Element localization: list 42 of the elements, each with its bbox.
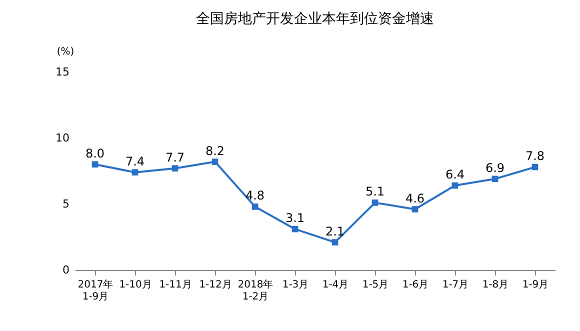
x-tick-label: 1-6月 bbox=[402, 280, 429, 290]
x-tick-label: 2017年 1-9月 bbox=[78, 278, 114, 302]
data-label: 4.8 bbox=[245, 188, 265, 203]
y-tick-label: 15 bbox=[56, 66, 70, 78]
data-label: 8.0 bbox=[85, 146, 105, 160]
point bbox=[452, 182, 458, 189]
x-tick-label: 2018年 1-2月 bbox=[238, 278, 274, 302]
data-label: 7.4 bbox=[125, 154, 145, 168]
x-tick-label: 1-4月 bbox=[322, 280, 349, 290]
y-tick-label: 10 bbox=[56, 132, 70, 144]
point bbox=[492, 176, 498, 182]
x-tick-label: 1-12月 bbox=[199, 280, 232, 290]
data-label: 5.1 bbox=[365, 184, 385, 199]
x-tick-label: 1-7月 bbox=[442, 280, 469, 290]
data-label: 2.1 bbox=[325, 224, 345, 238]
data-label: 7.7 bbox=[165, 150, 185, 164]
data-label: 4.6 bbox=[405, 191, 425, 206]
y-tick-label: 5 bbox=[62, 198, 70, 210]
x-tick-label: 1-10月 bbox=[119, 280, 152, 290]
x-tick-label: 1-3月 bbox=[282, 280, 309, 290]
point bbox=[332, 239, 338, 246]
data-label: 6.4 bbox=[445, 168, 465, 182]
y-axis-title: (%) bbox=[56, 46, 74, 58]
point bbox=[212, 158, 218, 165]
point bbox=[132, 169, 138, 176]
point bbox=[252, 203, 258, 210]
point bbox=[532, 164, 538, 170]
y-tick-label: 0 bbox=[62, 264, 70, 276]
data-label: 6.9 bbox=[485, 160, 505, 175]
point bbox=[92, 161, 98, 168]
data-label: 7.8 bbox=[525, 149, 545, 164]
x-tick-label: 1-9月 bbox=[522, 280, 549, 290]
point bbox=[412, 206, 418, 212]
x-tick-label: 1-11月 bbox=[159, 280, 192, 290]
data-label: 3.1 bbox=[285, 211, 305, 226]
data-label: 8.2 bbox=[205, 144, 225, 158]
point bbox=[372, 200, 378, 206]
x-tick-label: 1-8月 bbox=[482, 280, 509, 290]
x-tick-label: 1-5月 bbox=[362, 280, 389, 290]
point bbox=[172, 165, 178, 172]
point bbox=[292, 226, 298, 232]
chart-title: 全国房地产开发企业本年到位资金增速 bbox=[196, 11, 434, 27]
